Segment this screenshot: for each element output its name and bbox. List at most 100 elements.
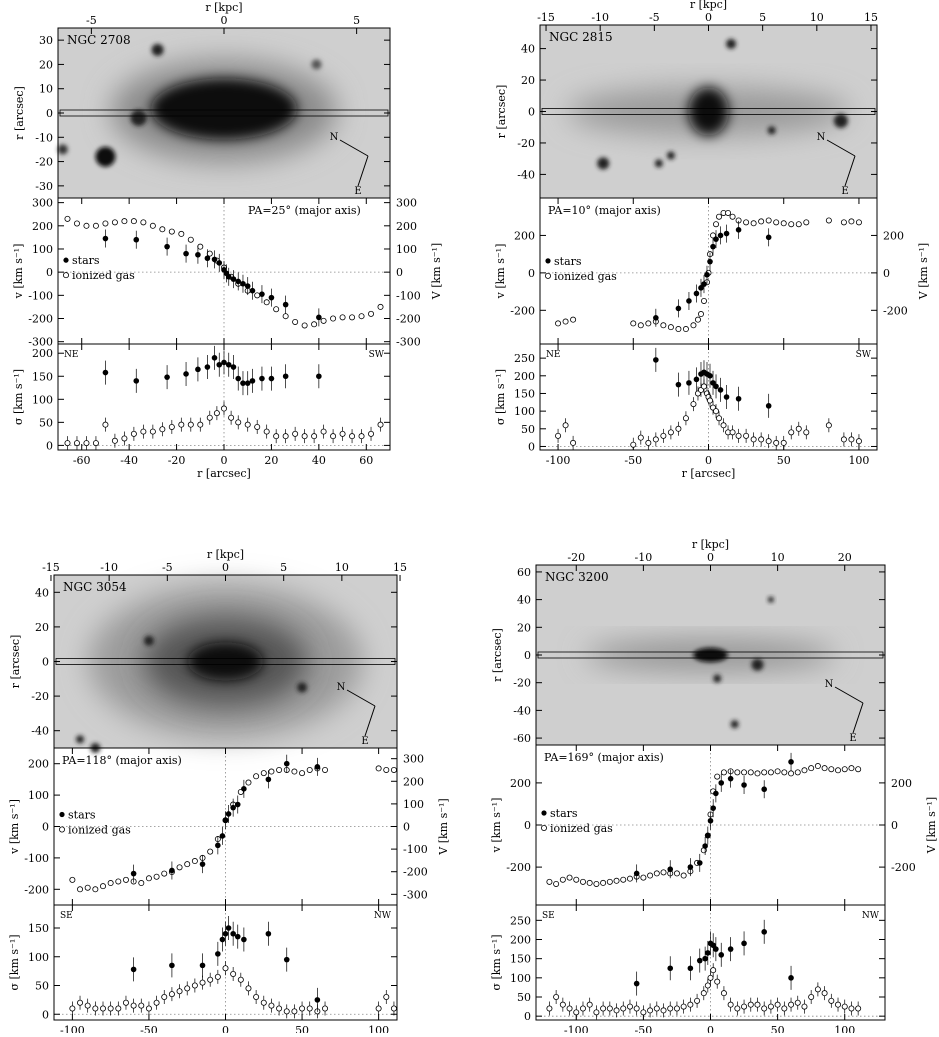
- gas-velocity-point: [276, 766, 283, 773]
- x-tick-label: 20: [264, 454, 278, 467]
- star: [95, 146, 116, 167]
- gas-velocity-point: [801, 767, 808, 774]
- gas-velocity-point: [673, 870, 680, 877]
- star-velocity-point: [314, 764, 321, 770]
- star-dispersion-point: [249, 378, 256, 384]
- image-y-tick-label: 0: [528, 106, 535, 119]
- V-y-tick-label: 100: [396, 243, 417, 256]
- gas-velocity-point: [848, 218, 855, 225]
- sig-y-tick-label: 100: [28, 951, 49, 964]
- star: [297, 682, 308, 693]
- image-y-label: r [arcsec]: [13, 86, 26, 140]
- legend-gas-label: ionized gas: [554, 270, 617, 283]
- gas-velocity-point: [697, 311, 704, 318]
- kpc-tick-label: 5: [280, 561, 287, 574]
- galaxy-light: [566, 38, 851, 170]
- sig-y-label: σ [km s⁻¹]: [494, 369, 507, 425]
- gas-dispersion-point: [848, 436, 855, 443]
- gas-dispersion-point: [637, 434, 644, 441]
- gas-velocity-point: [640, 874, 647, 881]
- gas-velocity-point: [765, 217, 772, 224]
- star-dispersion-point: [222, 930, 229, 937]
- x-tick-label: 50: [777, 454, 791, 467]
- image-y-tick-label: -20: [31, 690, 49, 703]
- star-dispersion-point: [133, 378, 140, 384]
- gas-dispersion-point: [825, 422, 832, 429]
- image-y-tick-label: -20: [517, 137, 535, 150]
- star-dispersion-point: [268, 375, 275, 382]
- star-velocity-point: [687, 864, 694, 870]
- star: [130, 109, 147, 126]
- vel-y-tick-label: -200: [24, 883, 49, 896]
- star-dispersion-point: [234, 933, 241, 940]
- sig-y-label: σ [km s⁻¹]: [490, 934, 503, 990]
- image-y-label: r [arcsec]: [491, 628, 504, 682]
- gas-dispersion-point: [754, 1001, 761, 1008]
- galaxy-core: [187, 642, 264, 681]
- gas-dispersion-point: [707, 397, 714, 404]
- galaxy-light: [584, 596, 837, 729]
- gas-velocity-point: [606, 878, 613, 885]
- gas-velocity-point: [311, 321, 318, 328]
- star-velocity-point: [704, 271, 710, 278]
- gas-velocity-point: [553, 880, 560, 887]
- north-label: N: [337, 682, 346, 693]
- x-tick-label: 100: [834, 1024, 855, 1033]
- gas-dispersion-point: [640, 1009, 647, 1016]
- gas-dispersion-point: [83, 440, 90, 447]
- star-dispersion-point: [687, 965, 694, 972]
- gas-dispersion-point: [566, 1005, 573, 1012]
- gas-dispersion-point: [330, 433, 337, 440]
- kpc-tick-label: -10: [635, 551, 653, 564]
- gas-dispersion-point: [710, 967, 717, 974]
- star-dispersion-point: [199, 962, 206, 969]
- gas-dispersion-point: [673, 1005, 680, 1012]
- gas-dispersion-point: [675, 425, 682, 432]
- gas-dispersion-point: [130, 1002, 137, 1009]
- gas-velocity-point: [566, 874, 573, 881]
- gas-velocity-point: [841, 766, 848, 773]
- star-velocity-point: [259, 291, 265, 297]
- galaxy-light: [57, 43, 337, 167]
- gas-velocity-point: [349, 314, 356, 321]
- V-y-tick-label: -100: [396, 289, 421, 302]
- star-velocity-point: [225, 811, 232, 817]
- gas-velocity-point: [149, 222, 156, 229]
- gas-velocity-point: [291, 768, 298, 775]
- sig-y-tick-label: 150: [510, 953, 531, 966]
- star-velocity-point: [199, 861, 206, 867]
- kpc-tick-label: -10: [591, 11, 609, 24]
- star-velocity-point: [195, 251, 201, 258]
- vel-y-tick-label: 0: [46, 266, 53, 279]
- kpc-tick-label: 0: [707, 551, 714, 564]
- gas-velocity-point: [168, 228, 175, 235]
- kpc-tick-label: 15: [393, 561, 407, 574]
- gas-dispersion-point: [735, 432, 742, 439]
- gas-dispersion-point: [808, 994, 815, 1001]
- gas-dispersion-point: [69, 1005, 76, 1012]
- gas-dispersion-point: [222, 965, 229, 972]
- gas-velocity-point: [620, 876, 627, 883]
- gas-velocity-point: [720, 769, 727, 776]
- gas-dispersion-point: [115, 1005, 122, 1012]
- image-y-tick-label: 0: [524, 649, 531, 662]
- compass: NE: [825, 679, 864, 744]
- gas-dispersion-point: [573, 1009, 580, 1016]
- x-tick-label: -100: [564, 1024, 589, 1033]
- gas-dispersion-point: [780, 439, 787, 446]
- east-label: E: [841, 186, 848, 197]
- gas-dispersion-point: [707, 974, 714, 981]
- star: [57, 144, 68, 155]
- V-y-tick-label: 300: [396, 197, 417, 210]
- gas-dispersion-point: [191, 982, 198, 989]
- legend-stars-label: stars: [554, 255, 582, 268]
- star-velocity-point: [230, 804, 236, 811]
- gas-velocity-point: [282, 313, 289, 320]
- gas-velocity-point: [268, 768, 275, 775]
- V-y-tick-label: 0: [396, 266, 403, 279]
- gas-velocity-point: [579, 878, 586, 885]
- star: [151, 43, 164, 56]
- image-y-tick-label: 40: [517, 594, 531, 607]
